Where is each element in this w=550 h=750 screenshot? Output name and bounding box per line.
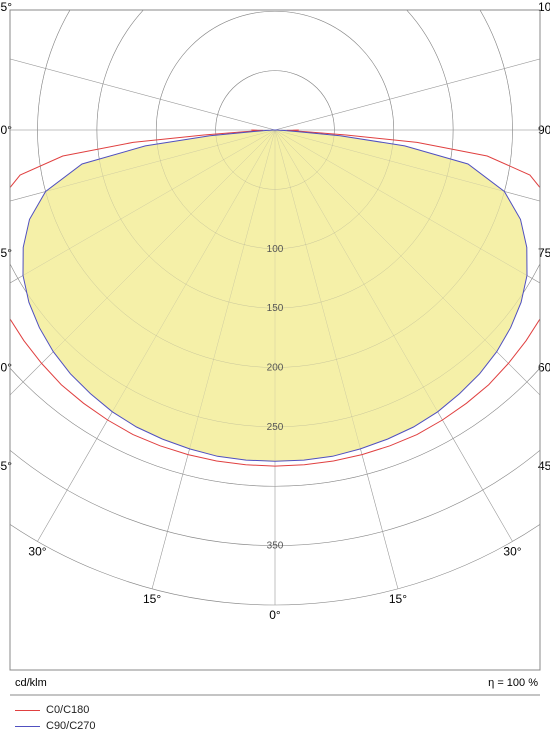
svg-text:30°: 30° [503, 544, 521, 558]
svg-text:cd/klm: cd/klm [15, 677, 47, 689]
svg-text:0°: 0° [269, 608, 281, 622]
svg-text:100: 100 [267, 244, 284, 255]
polar-chart: 1001502002503500°15°15°30°30°45°45°60°60… [0, 0, 550, 750]
svg-text:200: 200 [267, 363, 284, 374]
svg-text:15°: 15° [143, 592, 161, 606]
svg-text:30°: 30° [28, 544, 46, 558]
legend-item-c90: C90/C270 [15, 718, 96, 734]
svg-text:15°: 15° [389, 592, 407, 606]
legend-item-c0: C0/C180 [15, 702, 96, 718]
svg-text:250: 250 [267, 422, 284, 433]
legend-label: C0/C180 [46, 704, 89, 716]
svg-text:η = 100 %: η = 100 % [488, 677, 538, 689]
svg-text:350: 350 [267, 541, 284, 552]
legend-swatch [15, 726, 40, 727]
legend-swatch [15, 710, 40, 711]
legend-label: C90/C270 [46, 720, 96, 732]
svg-text:150: 150 [267, 303, 284, 314]
